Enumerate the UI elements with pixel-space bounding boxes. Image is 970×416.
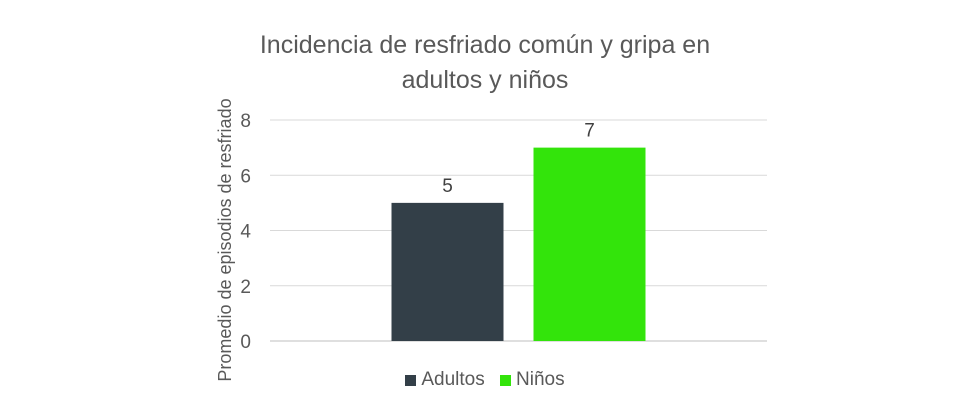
- bar-1: [533, 147, 646, 341]
- y-tick-label: 0: [240, 332, 251, 353]
- bars: [391, 147, 646, 341]
- y-tick-label: 8: [240, 111, 251, 132]
- legend-label-ninos: Niños: [516, 369, 565, 390]
- y-axis-ticks: 0 2 4 6 8: [240, 111, 251, 353]
- data-label: 7: [584, 121, 595, 142]
- y-tick-label: 2: [240, 277, 251, 298]
- chart-title: Incidencia de resfriado común y gripa en…: [0, 28, 970, 98]
- legend-swatch-adultos: [405, 374, 417, 386]
- legend-item-ninos: Niños: [500, 369, 565, 391]
- data-label: 5: [442, 176, 453, 197]
- y-axis-label: Promedio de episodios de resfriado: [215, 98, 235, 381]
- legend: Adultos Niños: [0, 369, 970, 392]
- chart-title-line-1: Incidencia de resfriado común y gripa en: [259, 31, 711, 59]
- y-tick-label: 6: [240, 166, 251, 187]
- legend-label-adultos: Adultos: [421, 369, 485, 390]
- data-labels: 57: [442, 121, 595, 197]
- legend-item-adultos: Adultos: [405, 369, 485, 391]
- chart-title-line-2: adultos y niños: [401, 66, 569, 94]
- gridlines: [270, 119, 767, 342]
- bar-0: [391, 202, 504, 341]
- y-tick-label: 4: [240, 222, 251, 243]
- legend-swatch-ninos: [500, 374, 512, 386]
